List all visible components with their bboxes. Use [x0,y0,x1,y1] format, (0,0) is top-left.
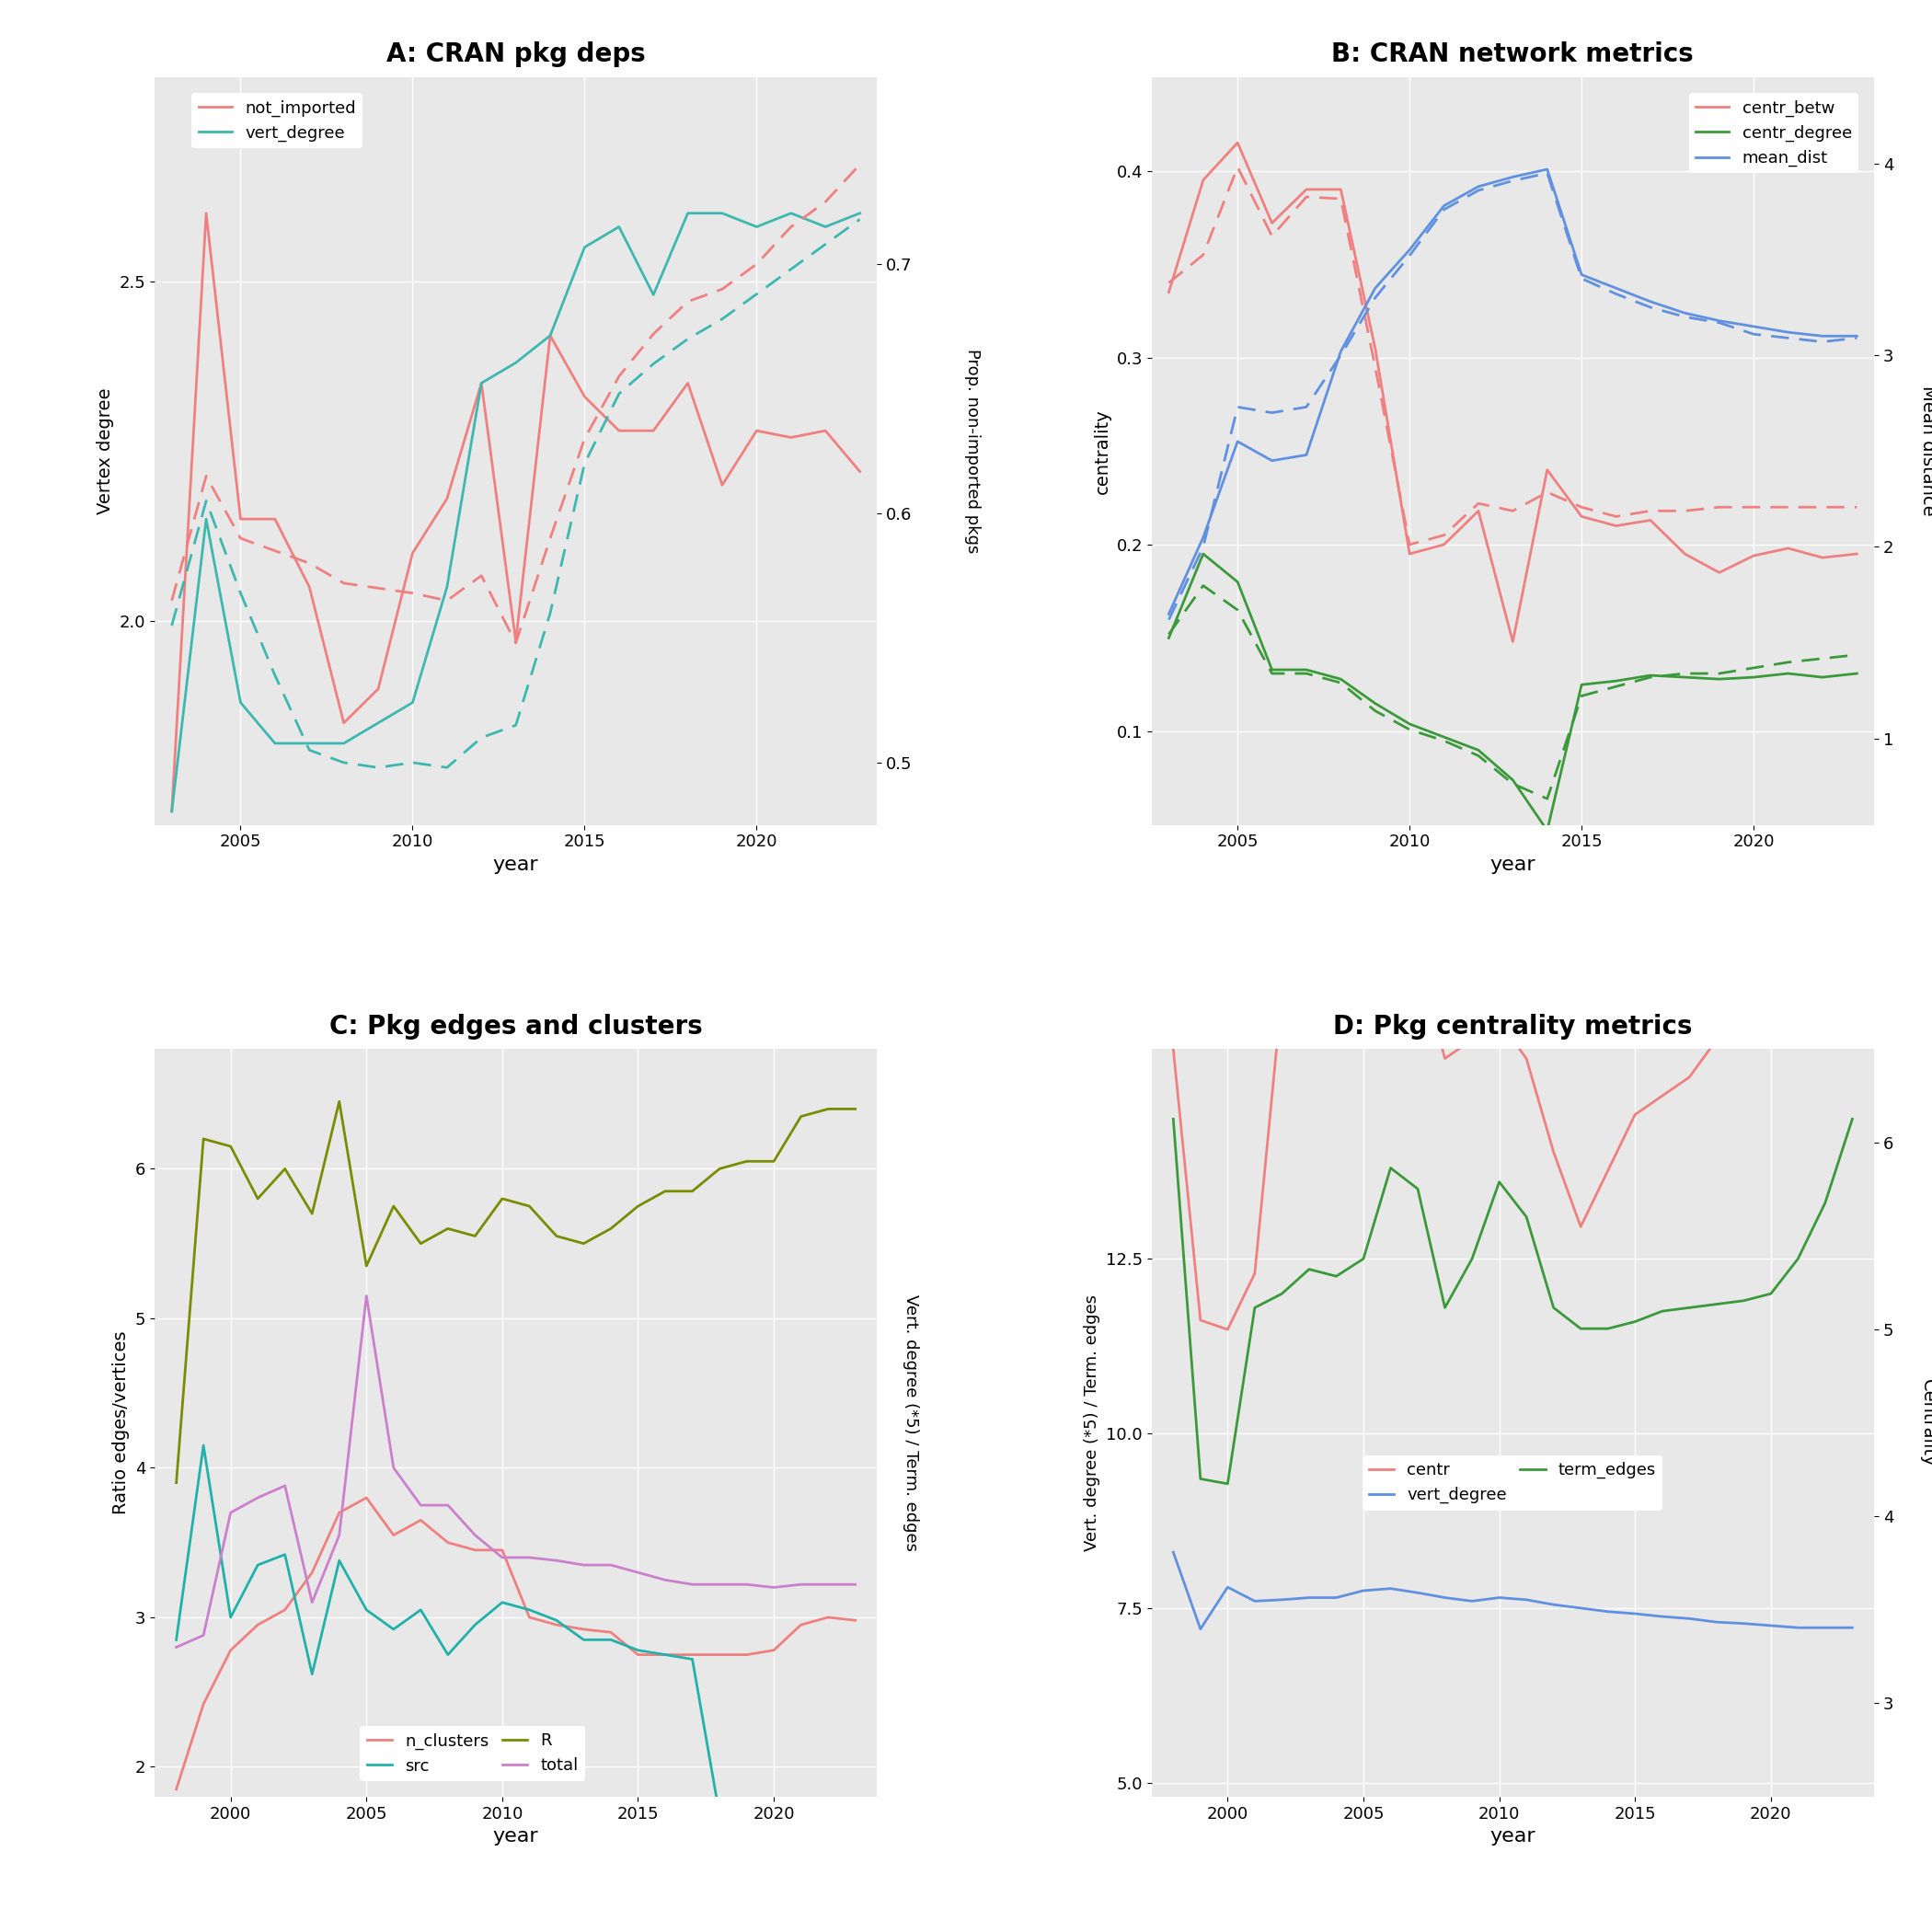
Y-axis label: Vert. degree (*5) / Term. edges: Vert. degree (*5) / Term. edges [902,1294,920,1551]
Y-axis label: centrality: centrality [1094,408,1111,495]
X-axis label: year: year [493,856,539,873]
Title: C: Pkg edges and clusters: C: Pkg edges and clusters [328,1014,703,1039]
Legend: n_clusters, src, R, total: n_clusters, src, R, total [359,1725,585,1781]
Legend: centr_betw, centr_degree, mean_dist: centr_betw, centr_degree, mean_dist [1689,93,1859,174]
Legend: not_imported, vert_degree: not_imported, vert_degree [191,93,363,149]
Legend: centr, vert_degree, term_edges: centr, vert_degree, term_edges [1362,1455,1663,1511]
Title: D: Pkg centrality metrics: D: Pkg centrality metrics [1333,1014,1692,1039]
Y-axis label: Vert. degree (*5) / Term. edges: Vert. degree (*5) / Term. edges [1084,1294,1101,1551]
Title: A: CRAN pkg deps: A: CRAN pkg deps [386,43,645,68]
Y-axis label: Prop. non-imported pkgs: Prop. non-imported pkgs [964,350,980,553]
Y-axis label: Ratio edges/vertices: Ratio edges/vertices [112,1331,129,1515]
Title: B: CRAN network metrics: B: CRAN network metrics [1331,43,1694,68]
X-axis label: year: year [1490,1828,1536,1845]
X-axis label: year: year [493,1828,539,1845]
Y-axis label: Centrality: Centrality [1918,1379,1932,1466]
X-axis label: year: year [1490,856,1536,873]
Y-axis label: Vertex degree: Vertex degree [97,388,114,514]
Y-axis label: Mean distance: Mean distance [1918,386,1932,516]
